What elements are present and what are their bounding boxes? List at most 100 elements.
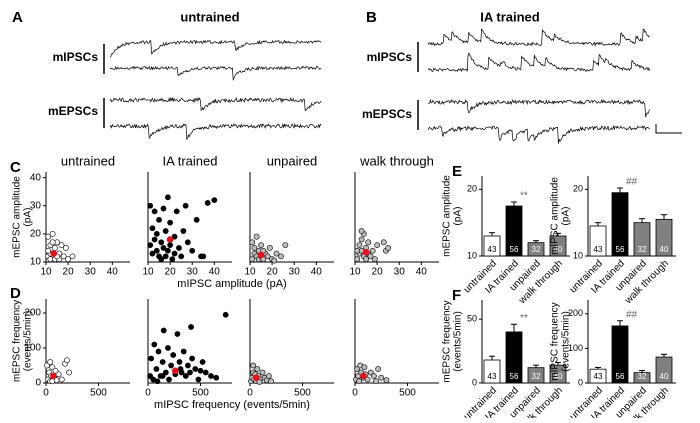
trace [109,96,322,112]
scatter-point [62,245,69,251]
trace-label: mEPSCs [48,104,98,118]
scatter-point [176,245,182,251]
scatter-point [208,373,214,379]
scatter-point [278,253,284,260]
scatter-point [52,367,59,374]
trace [109,122,322,141]
y-tick-label: 0 [578,377,583,387]
scatter-point [160,245,167,251]
n-label: 56 [616,372,625,381]
scatter-point [259,369,266,376]
bar [611,325,629,384]
scatter-point [147,242,154,249]
scatter-point [198,253,204,260]
scatter-point [369,247,376,254]
scatter-point [49,378,56,385]
bar [633,372,651,384]
bar [633,222,651,257]
scatter-point [156,216,162,223]
panel-title: unpaired [267,153,318,168]
y-axis-label: mIPSC amplitude [550,177,561,255]
scatter-point [171,250,178,257]
y-axis-label: (pA) [561,207,572,226]
bar [589,368,607,384]
y-tick-label: 0 [35,378,41,389]
scatter-point [153,366,160,372]
x-tick-label: 30 [289,267,301,278]
scatter-point [371,256,378,263]
scatter-point [189,247,196,254]
scatter-point [197,367,204,374]
panel-label: B [366,9,377,26]
y-tick-label: 100 [24,343,41,354]
n-label: 56 [510,245,519,254]
trace [427,52,650,73]
scatter-point [375,366,381,372]
bar [549,364,567,384]
scatter-point [58,242,65,249]
scatter-point [365,239,372,246]
scatter-point [195,376,202,383]
scatter-point [192,366,199,372]
x-tick-label: 30 [394,267,406,278]
scatter-point [354,247,361,254]
scatter-point [49,230,56,237]
scatter-point [189,355,195,362]
bar [483,235,501,257]
scatter-point [49,239,56,246]
scatter-point [358,228,365,234]
scatter-point [249,256,256,263]
y-axis-label: (events/5min) [23,311,34,372]
y-tick-label: 20 [30,229,42,240]
x-axis-label: mIPSC frequency (events/5min) [154,399,310,411]
scatter-point [282,242,289,249]
scatter-point [151,208,158,215]
scatter-point [167,219,174,226]
scatter-point [66,369,72,376]
x-tick-label: 10 [142,267,154,278]
x-tick-label: 500 [399,388,416,399]
bar [505,205,523,257]
x-tick-label: 40 [311,267,323,278]
x-tick-label: 20 [165,267,177,278]
scatter-point [264,253,271,260]
scatter-point [158,256,165,263]
scatter-point [149,250,156,257]
scatter-point [354,256,361,263]
scatter-point [167,242,174,249]
scatter-point [356,242,363,249]
scatter-point [160,327,167,334]
x-tick-label: 0 [145,388,151,399]
trace [427,98,650,118]
scatter-point [364,376,371,383]
scatter-point [69,253,76,260]
scatter-point [222,311,229,318]
scatter-point [193,216,200,223]
n-label: 56 [510,372,519,381]
scatter-point [147,202,154,209]
scatter-point [199,359,206,365]
scatter-point [188,324,194,330]
y-axis-label: (pA) [453,207,464,226]
x-tick-label: 500 [294,388,311,399]
scatter-point [373,378,379,385]
x-tick-label: 0 [247,388,253,399]
n-label: 40 [660,372,669,381]
scatter-point [155,348,162,355]
n-label: 40 [660,245,669,254]
scatter-point [383,377,390,384]
trace-label: mIPSCs [367,50,413,64]
scatter-point [184,362,191,369]
scatter-point [60,253,67,260]
scale-bar [655,124,682,134]
x-tick-label: 0 [352,388,358,399]
x-tick-label: 40 [107,267,119,278]
y-tick-label: 200 [568,308,583,318]
significance: ** [520,313,528,324]
scatter-point [266,245,273,251]
scatter-point [213,374,220,381]
scatter-point [154,378,161,385]
scatter-point [176,359,183,365]
y-axis-label: (pA) [23,208,34,227]
scatter-point [361,364,368,371]
